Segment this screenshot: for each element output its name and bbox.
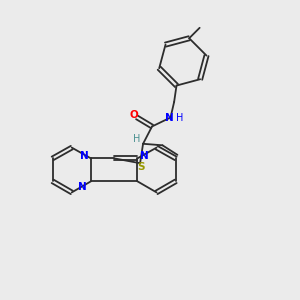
Text: S: S [137,162,144,172]
Text: O: O [129,110,138,120]
Text: N: N [80,151,89,161]
Text: H: H [133,134,140,144]
Text: N: N [165,112,173,122]
Text: N: N [78,182,87,192]
Text: N: N [140,151,148,161]
Text: H: H [176,112,184,122]
